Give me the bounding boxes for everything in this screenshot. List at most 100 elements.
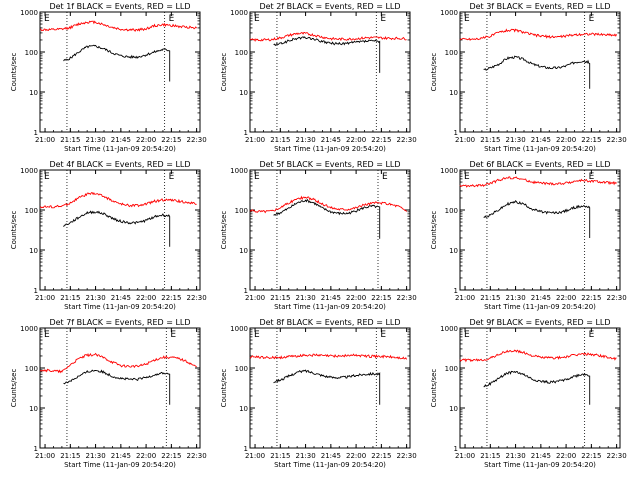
y-tick-label: 100 [445, 207, 458, 215]
plot-frame [249, 11, 411, 133]
x-tick-label: 21:15 [270, 294, 290, 302]
x-tick-label: 21:45 [111, 294, 131, 302]
x-tick-label: 22:30 [187, 294, 207, 302]
detector-panel: Det 2f BLACK = Events, RED = LLD 1 10 100 10… [220, 2, 417, 153]
x-tick-label: 21:00 [245, 294, 265, 302]
flag-label: E [254, 172, 260, 182]
flag-label: E [380, 330, 386, 340]
x-tick-label: 21:00 [455, 136, 475, 144]
y-tick-label: 1 [34, 129, 38, 137]
x-tick-label: 22:00 [346, 452, 366, 460]
x-axis-label: Start Time (11-Jan-09 20:54:20) [64, 461, 176, 469]
y-axis-label: Counts/sec [10, 211, 18, 250]
panel-title: Det 3f BLACK = Events, RED = LLD [469, 2, 610, 11]
x-tick-label: 22:30 [187, 136, 207, 144]
x-tick-label: 22:30 [607, 452, 627, 460]
y-tick-label: 1000 [440, 325, 458, 333]
x-tick-label: 21:00 [35, 136, 55, 144]
x-tick-label: 21:00 [455, 294, 475, 302]
panel-title: Det 1f BLACK = Events, RED = LLD [49, 2, 190, 11]
y-tick-label: 1 [454, 287, 458, 295]
x-tick-label: 21:15 [480, 452, 500, 460]
x-tick-label: 21:00 [245, 136, 265, 144]
x-tick-label: 21:00 [245, 452, 265, 460]
x-axis-label: Start Time (11-Jan-09 20:54:20) [64, 145, 176, 153]
flag-label: E [589, 330, 595, 340]
x-tick-label: 21:45 [111, 452, 131, 460]
x-tick-label: 22:30 [607, 294, 627, 302]
flag-label: E [589, 14, 595, 24]
y-tick-label: 10 [449, 405, 458, 413]
y-tick-label: 1 [454, 129, 458, 137]
panel-title: Det 5f BLACK = Events, RED = LLD [259, 160, 400, 169]
lld-series-line [249, 195, 407, 214]
y-axis-label: Counts/sec [430, 211, 438, 250]
x-tick-label: 21:00 [35, 452, 55, 460]
y-axis-label: Counts/sec [430, 53, 438, 92]
x-tick-label: 21:15 [270, 452, 290, 460]
panel-title: Det 6f BLACK = Events, RED = LLD [469, 160, 610, 169]
x-tick-label: 21:45 [531, 452, 551, 460]
y-tick-label: 100 [445, 365, 458, 373]
flag-label: E [380, 14, 386, 24]
y-tick-label: 1 [244, 287, 248, 295]
detector-panel: Det 3f BLACK = Events, RED = LLD 1 10 100 10… [430, 2, 627, 153]
lld-series-line [39, 191, 197, 209]
x-axis-label: Start Time (11-Jan-09 20:54:20) [64, 303, 176, 311]
y-tick-label: 1000 [20, 167, 38, 175]
y-tick-label: 1 [454, 445, 458, 453]
events-series-line [273, 36, 381, 73]
x-tick-label: 22:00 [556, 294, 576, 302]
x-tick-label: 22:15 [161, 294, 181, 302]
flag-label: E [464, 330, 470, 340]
y-tick-label: 100 [235, 49, 248, 57]
y-tick-label: 1000 [230, 325, 248, 333]
y-tick-label: 10 [449, 89, 458, 97]
flag-label: E [464, 172, 470, 182]
y-tick-label: 10 [29, 247, 38, 255]
x-tick-label: 21:15 [60, 452, 80, 460]
x-tick-label: 21:45 [111, 136, 131, 144]
plot-frame [39, 327, 201, 449]
lld-series-line [459, 176, 617, 188]
plot-frame [249, 169, 411, 291]
x-tick-label: 21:15 [60, 294, 80, 302]
x-tick-label: 22:00 [346, 136, 366, 144]
flag-label: E [44, 172, 50, 182]
y-axis-label: Counts/sec [220, 211, 228, 250]
y-tick-label: 10 [239, 89, 248, 97]
x-tick-label: 21:30 [85, 294, 105, 302]
x-tick-label: 21:30 [505, 136, 525, 144]
x-axis-label: Start Time (11-Jan-09 20:54:20) [274, 461, 386, 469]
flag-label: E [170, 330, 176, 340]
plot-frame [459, 327, 621, 449]
events-series-line [63, 369, 171, 405]
x-tick-label: 21:30 [295, 136, 315, 144]
x-tick-label: 22:00 [136, 136, 156, 144]
x-axis-label: Start Time (11-Jan-09 20:54:20) [484, 303, 596, 311]
x-tick-label: 21:45 [531, 294, 551, 302]
y-tick-label: 1000 [230, 9, 248, 17]
x-tick-label: 22:30 [607, 136, 627, 144]
x-tick-label: 21:30 [505, 452, 525, 460]
detector-panel: Det 9f BLACK = Events, RED = LLD 1 10 100 10… [430, 318, 627, 469]
y-tick-label: 100 [235, 365, 248, 373]
x-tick-label: 21:15 [480, 294, 500, 302]
plot-frame [39, 169, 201, 291]
y-tick-label: 100 [25, 207, 38, 215]
flag-label: E [254, 14, 260, 24]
x-axis-label: Start Time (11-Jan-09 20:54:20) [484, 145, 596, 153]
x-tick-label: 21:30 [295, 294, 315, 302]
y-tick-label: 100 [235, 207, 248, 215]
x-tick-label: 22:15 [581, 294, 601, 302]
events-series-line [483, 55, 591, 89]
lld-series-line [249, 31, 407, 42]
events-series-line [63, 44, 171, 82]
x-tick-label: 21:45 [321, 294, 341, 302]
events-series-line [483, 199, 591, 238]
x-tick-label: 21:45 [531, 136, 551, 144]
x-tick-label: 21:45 [321, 452, 341, 460]
y-tick-label: 1 [34, 445, 38, 453]
x-tick-label: 22:15 [581, 452, 601, 460]
flag-label: E [44, 14, 50, 24]
